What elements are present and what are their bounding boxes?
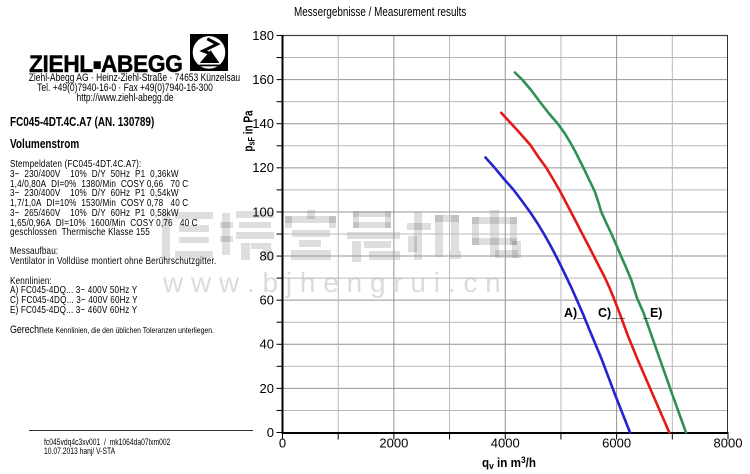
svg-text:2000: 2000 [379, 435, 408, 450]
svg-text:160: 160 [252, 72, 274, 87]
svg-text:120: 120 [252, 160, 274, 175]
svg-text:6000: 6000 [602, 435, 631, 450]
svg-text:4000: 4000 [491, 435, 520, 450]
svg-text:8000: 8000 [714, 435, 743, 450]
svg-text:60: 60 [260, 293, 274, 308]
svg-text:0: 0 [279, 435, 286, 450]
svg-text:140: 140 [252, 116, 274, 131]
svg-text:20: 20 [260, 381, 274, 396]
svg-text:w w w . b j h e n g r u i . c: w w w . b j h e n g r u i . c n [162, 267, 501, 298]
svg-text:40: 40 [260, 337, 274, 352]
svg-text:180: 180 [252, 28, 274, 43]
svg-text:100: 100 [252, 204, 274, 219]
svg-text:80: 80 [260, 248, 274, 263]
svg-text:0: 0 [267, 425, 274, 440]
